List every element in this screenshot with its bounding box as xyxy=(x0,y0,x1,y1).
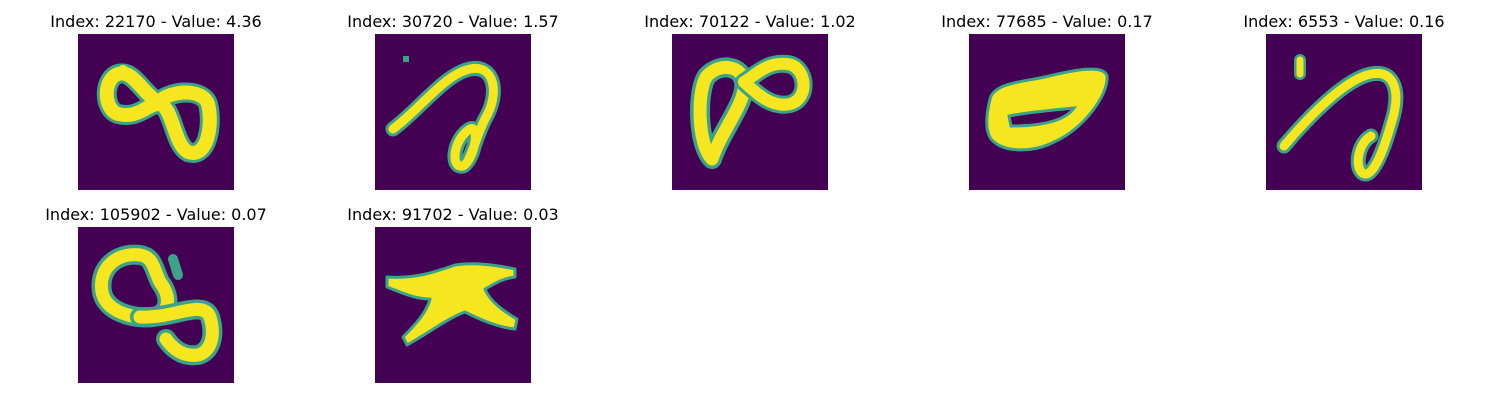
sample-image xyxy=(375,34,531,190)
panel-title: Index: 22170 - Value: 4.36 xyxy=(50,12,262,31)
panel-title: Index: 105902 - Value: 0.07 xyxy=(45,205,267,224)
sample-image xyxy=(375,227,531,383)
sample-image xyxy=(78,227,234,383)
panel-title: Index: 70122 - Value: 1.02 xyxy=(644,12,856,31)
sample-image xyxy=(969,34,1125,190)
sample-image xyxy=(672,34,828,190)
sample-panel-70122: Index: 70122 - Value: 1.02 xyxy=(620,12,880,192)
sample-panel-77685: Index: 77685 - Value: 0.17 xyxy=(917,12,1177,192)
sample-panel-91702: Index: 91702 - Value: 0.03 xyxy=(323,205,583,385)
sample-panel-30720: Index: 30720 - Value: 1.57 xyxy=(323,12,583,192)
panel-title: Index: 6553 - Value: 0.16 xyxy=(1243,12,1445,31)
panel-title: Index: 91702 - Value: 0.03 xyxy=(347,205,559,224)
sample-image xyxy=(78,34,234,190)
sample-panel-6553: Index: 6553 - Value: 0.16 xyxy=(1214,12,1474,192)
sample-image xyxy=(1266,34,1422,190)
panel-title: Index: 30720 - Value: 1.57 xyxy=(347,12,559,31)
sample-panel-105902: Index: 105902 - Value: 0.07 xyxy=(26,205,286,385)
panel-title: Index: 77685 - Value: 0.17 xyxy=(941,12,1153,31)
sample-panel-22170: Index: 22170 - Value: 4.36 xyxy=(26,12,286,192)
